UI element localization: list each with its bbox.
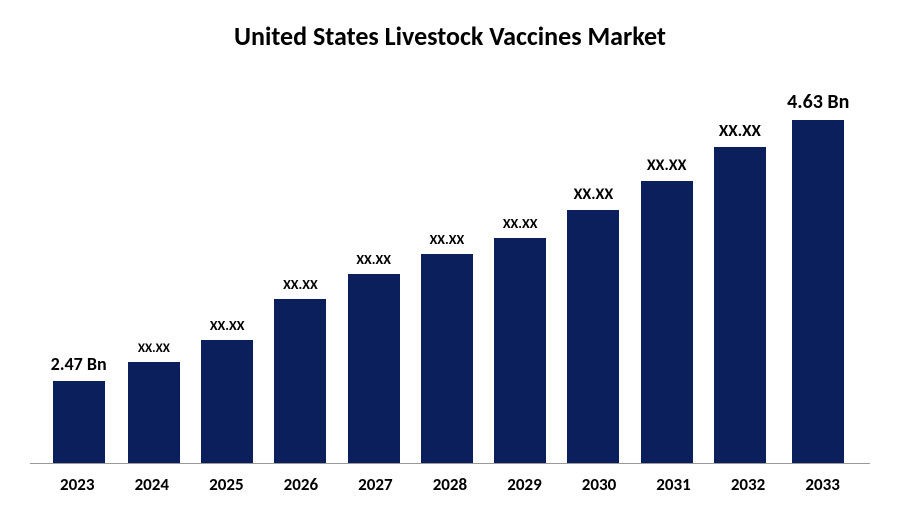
- x-tick-label: 2026: [275, 474, 327, 495]
- bar: [274, 299, 326, 463]
- bar-group: XX.XX: [421, 231, 473, 463]
- x-tick-label: 2031: [648, 474, 700, 495]
- bar-value-label: XX.XX: [356, 251, 391, 268]
- bar-value-label: XX.XX: [430, 231, 465, 248]
- x-tick-label: 2032: [722, 474, 774, 495]
- bar: [714, 147, 766, 463]
- bar-value-label: 4.63 Bn: [787, 90, 849, 114]
- bar-value-label: XX.XX: [574, 185, 614, 204]
- bar-group: XX.XX: [494, 215, 546, 463]
- bar-group: XX.XX: [128, 341, 180, 463]
- bar: [567, 210, 619, 464]
- bar: [641, 181, 693, 463]
- bar: [348, 274, 400, 463]
- bar: [421, 254, 473, 463]
- bar-value-label: XX.XX: [503, 215, 538, 232]
- chart-container: United States Livestock Vaccines Market …: [0, 0, 900, 525]
- bar-group: 4.63 Bn: [787, 90, 849, 463]
- plot-area: 2.47 Bn XX.XX XX.XX XX.XX XX.XX XX.XX XX.XX XX.…: [30, 72, 870, 464]
- x-tick-label: 2023: [51, 474, 103, 495]
- bar-group: 2.47 Bn: [51, 353, 107, 463]
- chart-title: United States Livestock Vaccines Market: [30, 20, 870, 52]
- x-tick-label: 2028: [424, 474, 476, 495]
- bar-value-label: XX.XX: [210, 317, 245, 334]
- bar-value-label: XX.XX: [138, 341, 170, 356]
- bar-group: XX.XX: [274, 276, 326, 463]
- x-tick-label: 2030: [573, 474, 625, 495]
- bar-value-label: XX.XX: [283, 276, 318, 293]
- x-tick-label: 2033: [797, 474, 849, 495]
- x-tick-label: 2025: [200, 474, 252, 495]
- bar: [792, 120, 844, 463]
- bar: [128, 362, 180, 463]
- bar-group: XX.XX: [348, 251, 400, 463]
- bar-group: XX.XX: [714, 120, 766, 463]
- bar-value-label: 2.47 Bn: [51, 353, 107, 375]
- x-axis: 2023 2024 2025 2026 2027 2028 2029 2030 2031 2032…: [30, 474, 870, 495]
- bar-value-label: XX.XX: [719, 120, 761, 141]
- bar-group: XX.XX: [201, 317, 253, 463]
- x-tick-label: 2027: [349, 474, 401, 495]
- x-tick-label: 2024: [126, 474, 178, 495]
- bar-group: XX.XX: [567, 185, 619, 464]
- bar: [494, 238, 546, 463]
- bar-group: XX.XX: [641, 156, 693, 463]
- bar: [53, 381, 105, 463]
- bar: [201, 340, 253, 463]
- bar-value-label: XX.XX: [647, 156, 687, 175]
- bars-row: 2.47 Bn XX.XX XX.XX XX.XX XX.XX XX.XX XX.XX XX.…: [30, 72, 870, 463]
- x-tick-label: 2029: [498, 474, 550, 495]
